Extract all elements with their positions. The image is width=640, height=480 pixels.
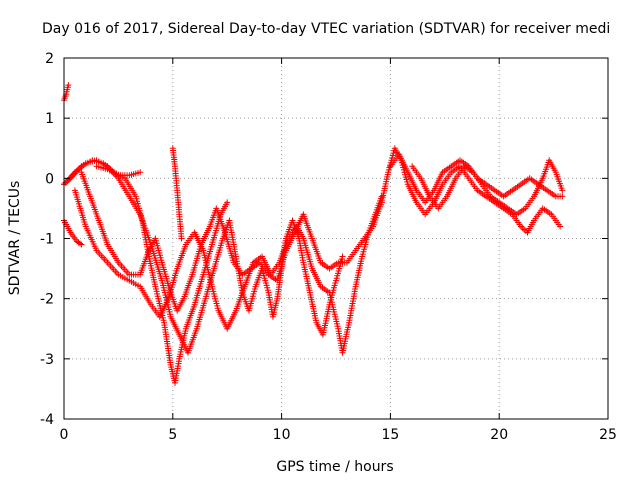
y-tick-label: 0 <box>45 171 54 187</box>
x-tick-label: 25 <box>599 427 617 443</box>
data-point <box>557 223 564 230</box>
y-tick-label: -2 <box>40 292 54 308</box>
data-points <box>61 82 566 386</box>
x-axis: 0 5 10 15 20 25 <box>60 58 617 443</box>
y-axis-label: SDTVAR / TECUs <box>7 181 23 296</box>
y-tick-label: 2 <box>45 51 54 67</box>
y-axis: -4 -3 -2 -1 0 1 2 <box>40 51 608 428</box>
data-point <box>78 241 85 248</box>
data-point <box>65 82 72 89</box>
y-tick-label: -4 <box>40 412 54 428</box>
grid <box>64 58 608 419</box>
y-tick-label: -1 <box>40 232 54 248</box>
x-tick-label: 15 <box>381 427 399 443</box>
chart-title: Day 016 of 2017, Sidereal Day-to-day VTE… <box>42 21 610 37</box>
data-point <box>559 193 566 200</box>
y-tick-label: 1 <box>45 111 54 127</box>
data-point <box>339 253 346 260</box>
data-point <box>77 240 83 247</box>
data-point <box>137 169 144 176</box>
x-tick-label: 0 <box>60 427 69 443</box>
x-axis-label: GPS time / hours <box>276 459 393 475</box>
data-point <box>178 235 185 242</box>
y-tick-label: -3 <box>40 352 54 368</box>
x-tick-label: 10 <box>273 427 291 443</box>
x-tick-label: 20 <box>490 427 508 443</box>
data-point <box>224 199 231 206</box>
data-point <box>559 187 566 194</box>
x-tick-label: 5 <box>168 427 177 443</box>
